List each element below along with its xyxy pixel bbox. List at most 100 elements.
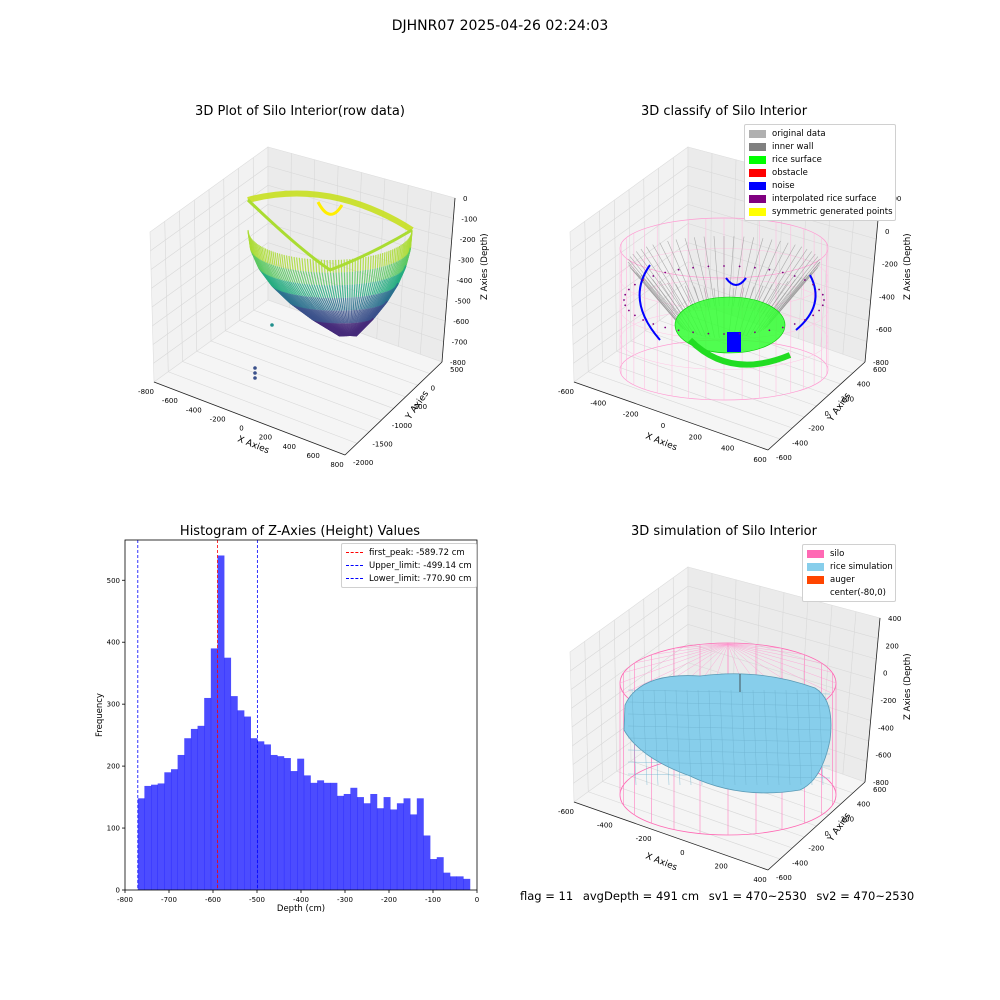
inner-wall-strand xyxy=(675,239,702,309)
surface-strand xyxy=(271,276,284,293)
surface-strand xyxy=(263,247,267,263)
legend-item-lower-limit: Lower_limit: -770.90 cm xyxy=(346,572,472,585)
surface-strand xyxy=(361,270,364,284)
surface-strand xyxy=(355,284,358,298)
interpolated-point xyxy=(634,314,636,317)
inner-wall-strand xyxy=(684,238,706,308)
surface-strand xyxy=(283,254,287,269)
surface-strand xyxy=(310,271,315,285)
surface-strand xyxy=(369,255,372,270)
surface-strand xyxy=(363,282,368,297)
surface-strand xyxy=(329,297,336,311)
y-tick-label: 300 xyxy=(107,701,120,709)
surface-strand xyxy=(372,268,376,282)
histogram-bar xyxy=(403,798,411,890)
legend-item-inner-wall: inner wall xyxy=(749,140,891,153)
interpolated-point xyxy=(723,333,725,335)
histogram-x-ticks: -800 -700 -600 -500 -400 -300 -200 -100 0 xyxy=(117,890,479,904)
surface-strand xyxy=(282,279,293,295)
surface-strand xyxy=(308,296,319,311)
cylinder-spoke xyxy=(727,643,822,664)
legend-label: Lower_limit: -770.90 cm xyxy=(369,573,472,584)
inner-wall-strand xyxy=(667,240,698,310)
surface-strand xyxy=(274,265,282,280)
surface-strand xyxy=(399,244,402,261)
x-axis-line xyxy=(573,381,769,451)
legend-label: auger xyxy=(830,574,855,585)
interpolated-point xyxy=(821,293,824,296)
surface-strand xyxy=(313,271,318,286)
x-axis-line xyxy=(573,801,769,871)
surface-strand xyxy=(331,285,336,299)
surface-strand xyxy=(323,309,335,324)
outlier-point xyxy=(253,376,257,380)
legend-item-original-data: original data xyxy=(749,127,891,140)
interpolated-point xyxy=(634,283,636,286)
surface-mesh-line xyxy=(719,689,725,786)
surface-strand xyxy=(367,294,375,309)
surface-strand xyxy=(289,269,296,283)
surface-strand xyxy=(301,283,310,297)
interpolated-point xyxy=(738,265,741,268)
legend-label: inner wall xyxy=(772,141,814,152)
histogram-y-ticks: 0 100 200 300 400 500 xyxy=(107,577,125,895)
inner-wall-strand xyxy=(742,238,764,308)
z-tick-label: -200 xyxy=(882,261,898,269)
histogram-bars xyxy=(137,555,471,890)
y-tick-label: 600 xyxy=(873,366,886,374)
surface-strand xyxy=(318,284,325,298)
y-tick-label: 400 xyxy=(857,381,870,389)
grid-line xyxy=(168,371,358,444)
interpolated-point xyxy=(628,309,630,312)
surface-strand xyxy=(332,310,340,324)
surface-strand xyxy=(268,250,272,265)
grid-line xyxy=(253,309,430,374)
simulation-z-axis-label: Z Axies (Depth) xyxy=(903,653,913,720)
interpolated-point xyxy=(664,326,667,329)
histogram-bar xyxy=(250,738,258,890)
surface-strand xyxy=(327,297,334,311)
surface-strand xyxy=(379,290,389,307)
surface-strand xyxy=(306,296,317,311)
interpolated-point xyxy=(793,323,796,325)
surface-mesh-line xyxy=(807,689,813,786)
surface-strand xyxy=(327,272,330,286)
z-tick-label: -600 xyxy=(876,752,892,760)
y-tick-label: 600 xyxy=(873,786,886,794)
y-tick-label: 200 xyxy=(107,763,120,771)
y-tick-label: -600 xyxy=(776,454,792,462)
surface-strand xyxy=(388,275,397,291)
surface-strand xyxy=(276,265,284,281)
grid-line xyxy=(252,157,255,311)
histogram-bar xyxy=(170,769,178,890)
surface-mesh-line xyxy=(627,761,831,767)
histogram-bar xyxy=(376,808,384,890)
histogram-bar xyxy=(230,696,238,890)
surface-strand xyxy=(282,267,290,282)
surface-strand xyxy=(382,265,387,280)
z-tick-label: 0 xyxy=(463,195,467,203)
legend-dashed-swatch xyxy=(346,565,363,566)
flag-text: flag = 11 xyxy=(520,889,574,903)
surface-strand xyxy=(257,244,261,260)
legend-dashed-swatch xyxy=(346,578,363,579)
surface-strand xyxy=(376,267,381,282)
surface-strand xyxy=(252,240,256,257)
x-axis-line xyxy=(153,381,346,456)
inner-wall-strand xyxy=(629,267,681,326)
legend-item-upper-limit: Upper_limit: -499.14 cm xyxy=(346,559,472,572)
histogram-bar xyxy=(323,782,331,890)
surface-strand xyxy=(382,277,390,293)
z-tick-label: -400 xyxy=(878,724,894,732)
surface-strand xyxy=(402,242,406,258)
surface-strand xyxy=(340,310,346,324)
surface-strand xyxy=(331,297,337,311)
surface-strand xyxy=(302,271,308,285)
y-tick-label: 0 xyxy=(116,887,120,895)
surface-strand xyxy=(370,268,374,283)
histogram-bar xyxy=(283,758,291,890)
grid-line xyxy=(182,361,370,433)
surface-strand xyxy=(260,259,269,276)
surface-strand xyxy=(288,281,298,296)
legend-label: first_peak: -589.72 cm xyxy=(369,547,465,558)
